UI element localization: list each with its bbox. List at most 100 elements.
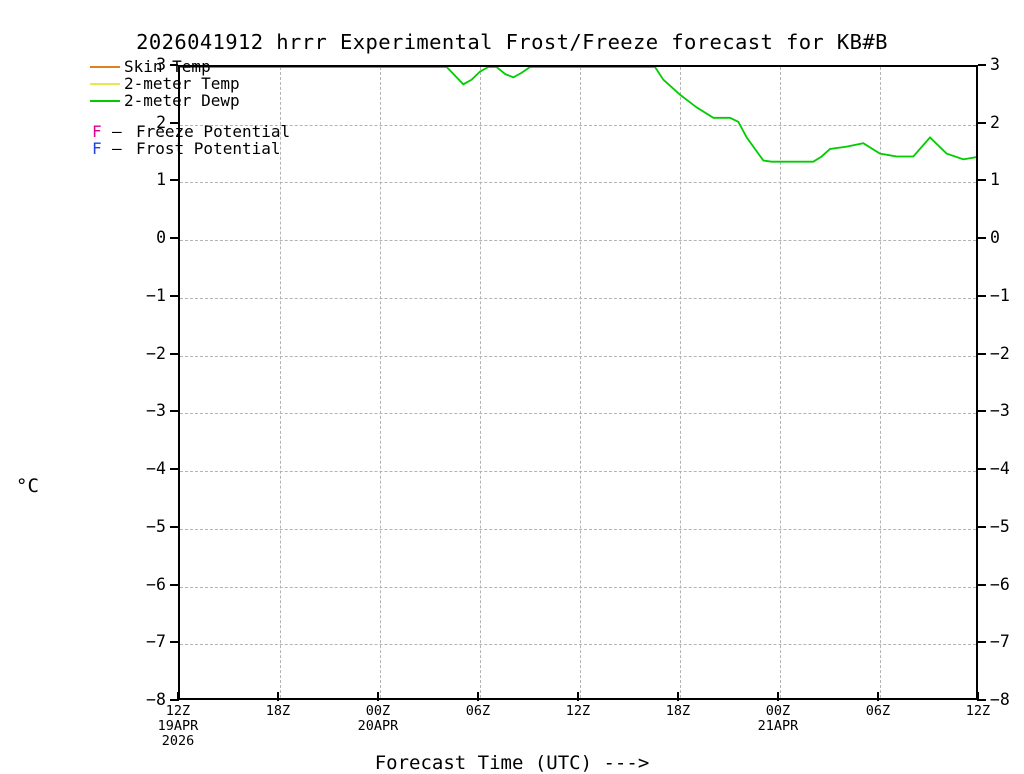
y-axis-label: −7 bbox=[990, 632, 1010, 652]
legend-dash: – bbox=[112, 122, 122, 141]
gridline-horizontal bbox=[180, 413, 976, 415]
gridline-vertical bbox=[480, 67, 481, 698]
y-axis-tick bbox=[170, 699, 178, 701]
x-axis-label: 06Z bbox=[465, 703, 491, 719]
legend-label: 2-meter Temp bbox=[124, 74, 240, 93]
y-axis-label: 1 bbox=[990, 170, 1000, 190]
legend-item-skin-temp: Skin Temp bbox=[90, 58, 430, 75]
y-axis-label: 2 bbox=[156, 112, 166, 132]
y-axis-label: −1 bbox=[146, 285, 166, 305]
x-axis-tick bbox=[477, 692, 479, 701]
y-axis-title: °C bbox=[16, 475, 39, 497]
legend-label: 2-meter Dewp bbox=[124, 91, 240, 110]
legend-label: Skin Temp bbox=[124, 57, 211, 76]
y-axis-label: −3 bbox=[146, 401, 166, 421]
y-axis-tick bbox=[978, 641, 986, 644]
y-axis-tick bbox=[170, 410, 178, 413]
x-axis-label: 12Z bbox=[165, 703, 191, 719]
legend-line-swatch bbox=[90, 66, 120, 68]
x-axis-tick bbox=[577, 692, 579, 701]
gridline-horizontal bbox=[180, 182, 976, 184]
legend-item-freeze-potential: F – Freeze Potential bbox=[90, 123, 430, 140]
x-axis-day-label: 21APR bbox=[757, 718, 799, 734]
gridline-horizontal bbox=[180, 124, 976, 126]
y-axis-label: 3 bbox=[990, 55, 1000, 74]
x-axis-label: 18Z bbox=[265, 703, 291, 719]
x-axis-tick bbox=[877, 692, 879, 701]
series-line-2-meter-dewp bbox=[180, 67, 976, 163]
gridline-horizontal bbox=[180, 297, 976, 299]
y-axis-label: −4 bbox=[146, 459, 166, 479]
x-axis-tick bbox=[177, 692, 179, 701]
x-axis-label: 12Z bbox=[965, 703, 991, 719]
y-axis-tick bbox=[170, 352, 178, 355]
y-axis-tick bbox=[978, 410, 986, 413]
legend-item-frost-potential: F – Frost Potential bbox=[90, 140, 430, 157]
y-axis-label: −8 bbox=[990, 690, 1010, 709]
y-axis-tick bbox=[170, 64, 178, 66]
y-axis-label: −2 bbox=[990, 343, 1010, 363]
gridline-horizontal bbox=[180, 528, 976, 530]
gridline-horizontal bbox=[180, 586, 976, 588]
plot-inner bbox=[180, 67, 976, 698]
y-axis-tick bbox=[978, 352, 986, 355]
y-axis-label: −2 bbox=[146, 343, 166, 363]
gridline-horizontal bbox=[180, 471, 976, 473]
chart-title: 2026041912 hrrr Experimental Frost/Freez… bbox=[136, 30, 888, 54]
legend-label: Freeze Potential bbox=[136, 122, 291, 141]
y-axis-tick bbox=[170, 468, 178, 471]
y-axis-label: −3 bbox=[990, 401, 1010, 421]
y-axis-tick bbox=[978, 121, 986, 124]
x-axis-tick bbox=[977, 692, 979, 701]
y-axis-tick bbox=[170, 641, 178, 644]
legend-letter-marker: F bbox=[92, 139, 102, 158]
x-axis-label: 18Z bbox=[665, 703, 691, 719]
y-axis-tick bbox=[978, 525, 986, 528]
gridline-vertical bbox=[580, 67, 581, 698]
legend-item-2-meter-temp: 2-meter Temp bbox=[90, 75, 430, 92]
y-axis-tick bbox=[978, 64, 986, 66]
x-axis-label: 12Z bbox=[565, 703, 591, 719]
x-axis-tick bbox=[677, 692, 679, 701]
y-axis-tick bbox=[978, 294, 986, 297]
legend-letter-marker: F bbox=[92, 122, 102, 141]
legend-line-swatch bbox=[90, 100, 120, 102]
plot-area bbox=[178, 65, 978, 700]
y-axis-label: −1 bbox=[990, 285, 1010, 305]
y-axis-label: −4 bbox=[990, 459, 1010, 479]
x-axis-label: 00Z bbox=[365, 703, 391, 719]
x-axis-day-label: 19APR bbox=[157, 718, 199, 734]
gridline-vertical bbox=[780, 67, 781, 698]
y-axis-label: −5 bbox=[990, 516, 1010, 536]
y-axis-tick bbox=[170, 294, 178, 297]
y-axis-tick bbox=[170, 237, 178, 240]
y-axis-label: −5 bbox=[146, 516, 166, 536]
y-axis-label: 0 bbox=[990, 228, 1000, 248]
y-axis-tick bbox=[978, 583, 986, 586]
y-axis-tick bbox=[170, 179, 178, 182]
y-axis-label: 3 bbox=[156, 55, 166, 74]
series-layer bbox=[180, 67, 976, 163]
gridline-vertical bbox=[280, 67, 281, 698]
y-axis-label: 1 bbox=[156, 170, 166, 190]
y-axis-tick bbox=[170, 525, 178, 528]
legend-line-swatch bbox=[90, 83, 120, 85]
legend-dash: – bbox=[112, 139, 122, 158]
y-axis-tick bbox=[170, 583, 178, 586]
y-axis-tick bbox=[978, 179, 986, 182]
x-axis-year-label: 2026 bbox=[161, 733, 195, 749]
y-axis-tick bbox=[978, 699, 986, 701]
legend-spacer bbox=[90, 109, 430, 123]
x-axis-label: 06Z bbox=[865, 703, 891, 719]
x-axis-label: 00Z bbox=[765, 703, 791, 719]
y-axis-label: 2 bbox=[990, 112, 1000, 132]
x-axis-tick bbox=[377, 692, 379, 701]
y-axis-tick bbox=[978, 237, 986, 240]
x-axis-day-label: 20APR bbox=[357, 718, 399, 734]
x-axis-tick bbox=[777, 692, 779, 701]
gridline-horizontal bbox=[180, 644, 976, 646]
y-axis-label: −6 bbox=[990, 574, 1010, 594]
legend-item-2-meter-dewp: 2-meter Dewp bbox=[90, 92, 430, 109]
gridline-vertical bbox=[380, 67, 381, 698]
